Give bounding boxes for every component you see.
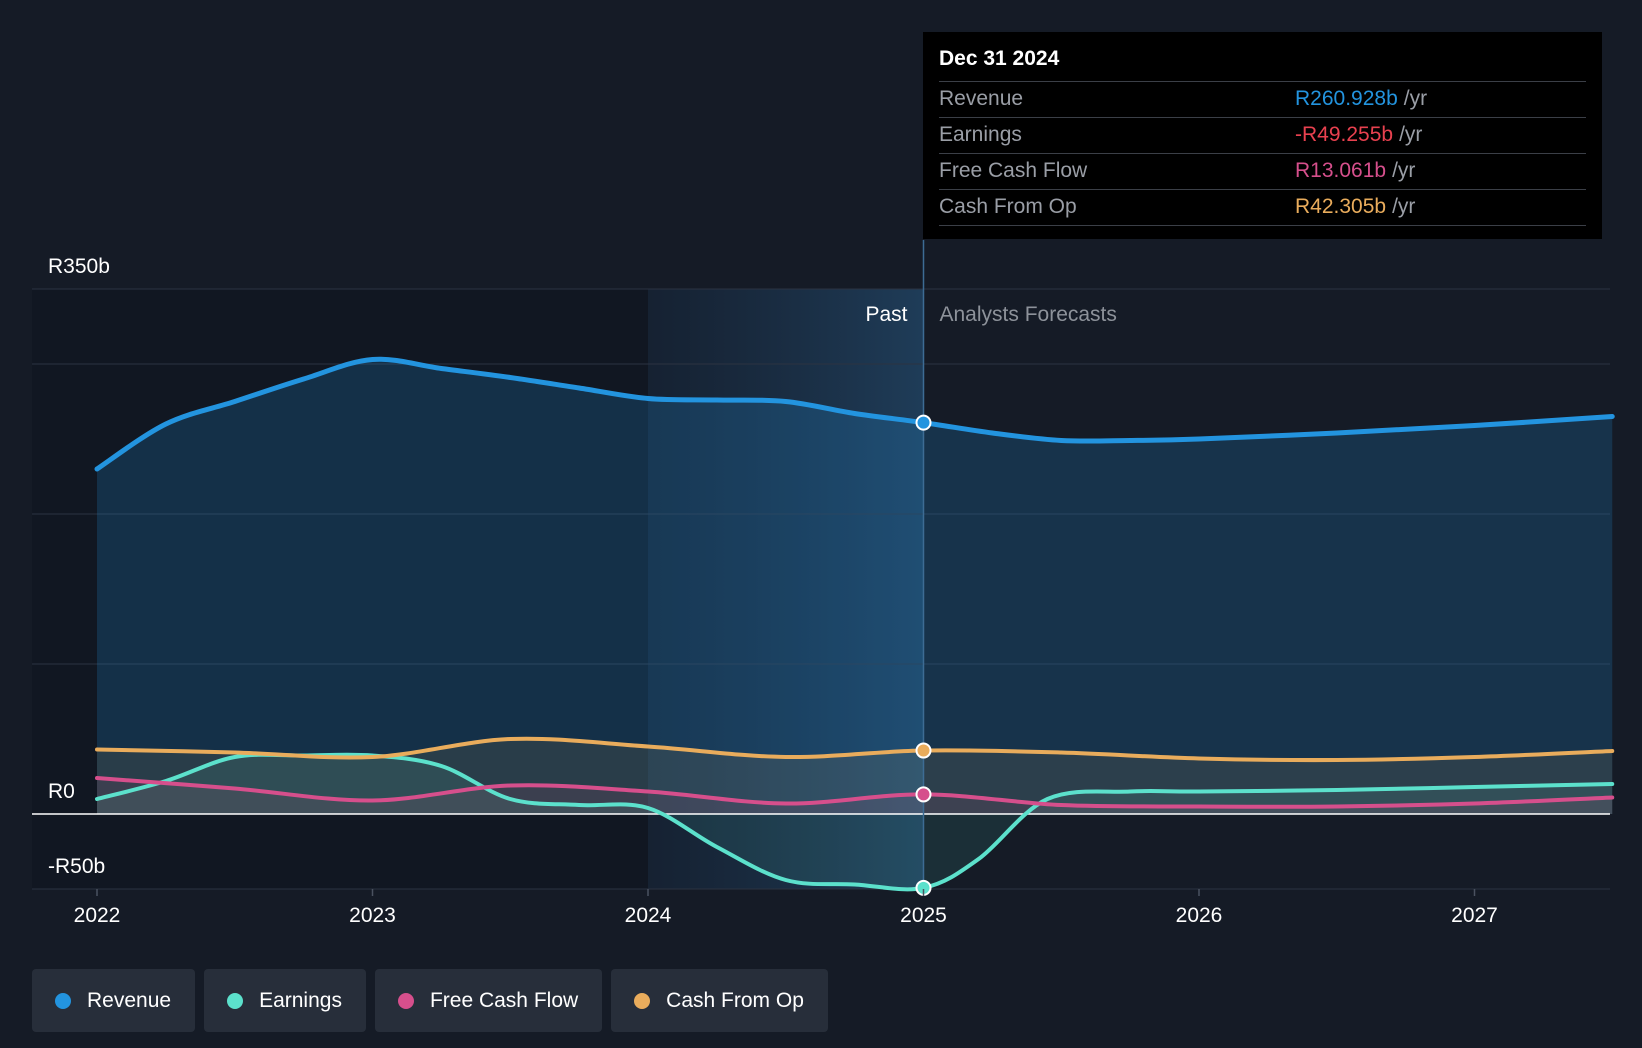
tooltip-label: Revenue xyxy=(939,87,1024,110)
earnings-dot-icon xyxy=(227,992,244,1009)
series-line-revenue xyxy=(94,356,1615,472)
tooltip-unit: /yr xyxy=(1399,123,1423,146)
area-cash-from-op xyxy=(97,738,1613,814)
tooltip-row-earnings: Earnings -R49.255b /yr xyxy=(939,118,1586,154)
legend-item-cash-from-op[interactable]: Cash From Op xyxy=(611,969,828,1032)
area-free-cash-flow xyxy=(97,778,1613,814)
y-tick-label: -R50b xyxy=(48,855,105,878)
tooltip: Dec 31 2024 Revenue R260.928b /yr Earnin… xyxy=(923,32,1602,239)
tooltip-date: Dec 31 2024 xyxy=(939,46,1586,82)
marker-cash-from-op xyxy=(915,742,932,759)
tooltip-value: R42.305b xyxy=(1295,195,1387,218)
highlight-region xyxy=(648,289,924,889)
tooltip-label: Earnings xyxy=(939,123,1022,146)
tooltip-row-free-cash-flow: Free Cash Flow R13.061b /yr xyxy=(939,154,1586,190)
x-tick-label: 2025 xyxy=(900,904,947,927)
tooltip-row-cash-from-op: Cash From Op R42.305b /yr xyxy=(939,190,1586,226)
forecast-label: Analysts Forecasts xyxy=(940,303,1117,326)
free-cash-flow-dot-icon xyxy=(397,992,414,1009)
tooltip-row-revenue: Revenue R260.928b /yr xyxy=(939,82,1586,118)
tooltip-unit: /yr xyxy=(1392,159,1416,182)
legend-label: Free Cash Flow xyxy=(429,988,579,1012)
area-revenue xyxy=(97,359,1613,814)
tooltip-label: Cash From Op xyxy=(939,195,1077,218)
y-tick-label: R350b xyxy=(48,255,110,278)
tooltip-unit: /yr xyxy=(1392,195,1416,218)
cash-from-op-dot-icon xyxy=(634,992,651,1009)
legend-item-earnings[interactable]: Earnings xyxy=(204,969,366,1032)
tooltip-label: Free Cash Flow xyxy=(939,159,1088,182)
x-tick-label: 2027 xyxy=(1451,904,1498,927)
legend-label: Revenue xyxy=(87,988,172,1012)
legend-item-free-cash-flow[interactable]: Free Cash Flow xyxy=(374,969,603,1032)
series-line-cash-from-op xyxy=(95,736,1615,763)
marker-free-cash-flow xyxy=(915,786,932,803)
legend-label: Earnings xyxy=(259,988,342,1012)
legend-label: Cash From Op xyxy=(666,988,804,1012)
marker-revenue xyxy=(915,414,932,431)
tooltip-value: R13.061b xyxy=(1295,159,1387,182)
past-label: Past xyxy=(865,303,907,326)
tooltip-value: R260.928b xyxy=(1295,87,1398,110)
revenue-dot-icon xyxy=(55,992,71,1009)
x-tick-label: 2026 xyxy=(1176,904,1223,927)
legend-item-revenue[interactable]: Revenue xyxy=(32,969,196,1032)
y-tick-label: R0 xyxy=(48,780,75,803)
legend: Revenue Earnings Free Cash Flow Cash Fro… xyxy=(32,969,828,1032)
x-tick-label: 2022 xyxy=(74,904,121,927)
x-tick-label: 2023 xyxy=(349,904,396,927)
x-tick-label: 2024 xyxy=(625,904,672,927)
series-line-free-cash-flow xyxy=(95,776,1615,809)
tooltip-value: -R49.255b xyxy=(1295,123,1394,146)
tooltip-unit: /yr xyxy=(1403,87,1428,110)
